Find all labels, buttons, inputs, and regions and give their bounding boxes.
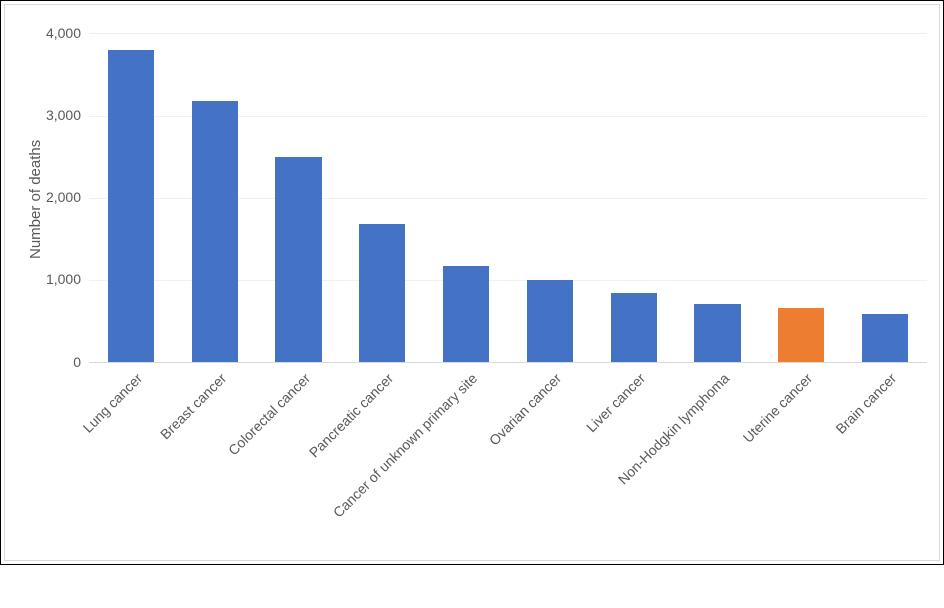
bar: [192, 101, 238, 362]
gridline: [89, 33, 927, 34]
chart-outer-frame: Number of deaths 01,0002,0003,0004,000 L…: [0, 0, 944, 565]
y-tick-label: 2,000: [5, 189, 81, 205]
bar: [108, 50, 154, 362]
bar: [527, 280, 573, 362]
bar: [778, 308, 824, 362]
bar: [359, 224, 405, 362]
y-tick-label: 4,000: [5, 25, 81, 41]
bar: [443, 266, 489, 362]
gridline: [89, 362, 927, 363]
y-tick-label: 1,000: [5, 271, 81, 287]
bar: [694, 304, 740, 362]
bar: [611, 293, 657, 362]
bar: [862, 314, 908, 362]
bar: [275, 157, 321, 362]
plot-area: [89, 17, 927, 362]
y-tick-label: 3,000: [5, 107, 81, 123]
chart-inner-frame: Number of deaths 01,0002,0003,0004,000 L…: [4, 4, 940, 561]
y-tick-label: 0: [5, 354, 81, 370]
